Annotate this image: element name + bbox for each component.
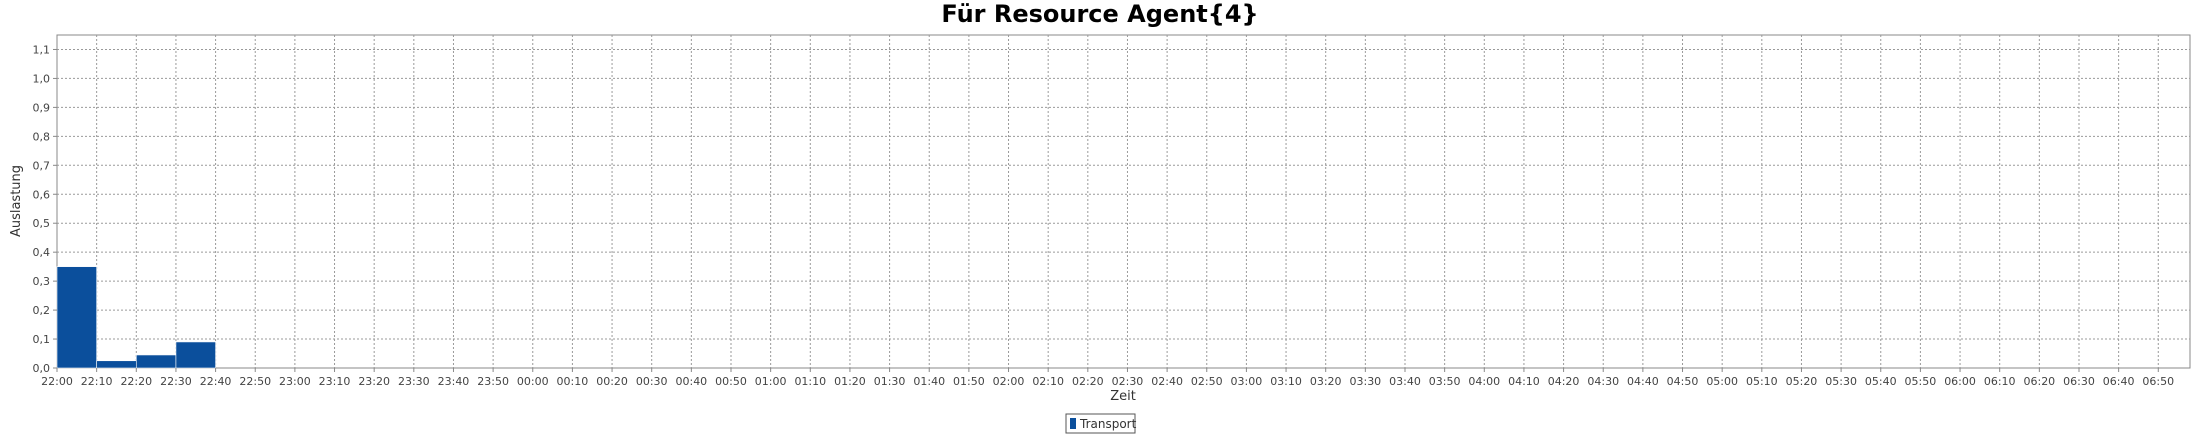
x-tick-label: 00:40 [675,375,707,388]
x-tick-label: 23:30 [398,375,430,388]
y-tick-label: 0,8 [33,130,51,143]
y-tick-label: 0,7 [33,159,51,172]
x-tick-label: 05:00 [1706,375,1738,388]
y-tick-label: 0,3 [33,275,51,288]
x-tick-label: 01:40 [913,375,945,388]
x-tick-label: 03:00 [1231,375,1263,388]
x-tick-label: 01:10 [794,375,826,388]
bar-transport [56,266,97,369]
x-tick-label: 23:10 [319,375,351,388]
x-tick-label: 22:40 [200,375,232,388]
y-tick-label: 0,2 [33,304,51,317]
y-tick-label: 0,5 [33,217,51,230]
x-tick-label: 06:20 [2023,375,2055,388]
x-tick-label: 06:40 [2103,375,2135,388]
x-tick-label: 06:00 [1944,375,1976,388]
legend: Transport [1065,413,1137,434]
x-tick-label: 23:40 [438,375,470,388]
x-tick-label: 03:20 [1310,375,1342,388]
x-tick-label: 05:50 [1905,375,1937,388]
x-tick-label: 04:20 [1548,375,1580,388]
bars-layer [56,266,216,369]
legend-swatch-transport [1070,418,1076,429]
x-tick-label: 00:00 [517,375,549,388]
x-tick-label: 02:40 [1151,375,1183,388]
x-tick-label: 04:00 [1468,375,1500,388]
y-tick-label: 0,6 [33,188,51,201]
y-tick-label: 1,1 [33,43,51,56]
x-tick-label: 05:30 [1825,375,1857,388]
chart-title: Für Resource Agent{4} [941,0,1258,28]
legend-box [1065,413,1136,434]
x-tick-label: 01:00 [755,375,787,388]
y-axis-label: Auslastung [9,165,24,237]
x-tick-label: 02:20 [1072,375,1104,388]
x-tick-label: 04:30 [1587,375,1619,388]
axis-layer: 0,0 0,1 0,2 0,3 0,4 0,5 0,6 0,7 0,8 0,9 1,0 1,1 22:0… [33,43,2175,388]
x-tick-label: 22:00 [41,375,73,388]
x-tick-label: 02:30 [1112,375,1144,388]
y-tick-label: 0,4 [33,246,51,259]
x-tick-label: 03:40 [1389,375,1421,388]
x-tick-label: 22:20 [120,375,152,388]
x-tick-label: 02:50 [1191,375,1223,388]
x-tick-label: 04:10 [1508,375,1540,388]
x-tick-label: 06:30 [2063,375,2095,388]
grid-layer [57,35,2190,368]
x-tick-label: 04:50 [1667,375,1699,388]
x-axis-label: Zeit [1110,389,1136,404]
x-tick-label: 01:50 [953,375,985,388]
y-tick-label: 1,0 [33,72,51,85]
x-tick-label: 01:30 [874,375,906,388]
x-tick-label: 00:10 [557,375,589,388]
x-tick-label: 01:20 [834,375,866,388]
x-tick-label: 03:10 [1270,375,1302,388]
plot-area [56,34,2191,369]
x-tick-label: 02:00 [993,375,1025,388]
x-tick-label: 23:20 [358,375,390,388]
x-tick-label: 03:50 [1429,375,1461,388]
bar-transport [96,360,137,369]
y-tick-label: 0,0 [33,362,51,375]
x-tick-label: 22:50 [239,375,271,388]
x-tick-label: 05:10 [1746,375,1778,388]
x-tick-label: 05:40 [1865,375,1897,388]
y-tick-label: 0,9 [33,101,51,114]
x-tick-label: 06:10 [1984,375,2016,388]
y-tick-label: 0,1 [33,333,51,346]
x-tick-label: 02:10 [1032,375,1064,388]
x-tick-label: 04:40 [1627,375,1659,388]
x-tick-label: 23:00 [279,375,311,388]
bar-transport [175,341,216,369]
legend-label-transport: Transport [1079,417,1137,431]
bar-transport [135,354,177,369]
x-tick-label: 22:10 [81,375,113,388]
x-tick-label: 00:30 [636,375,668,388]
x-tick-label: 05:20 [1786,375,1818,388]
x-tick-label: 22:30 [160,375,192,388]
x-tick-label: 00:20 [596,375,628,388]
x-tick-label: 06:50 [2142,375,2174,388]
x-tick-label: 23:50 [477,375,509,388]
x-tick-label: 03:30 [1349,375,1381,388]
x-tick-label: 00:50 [715,375,747,388]
